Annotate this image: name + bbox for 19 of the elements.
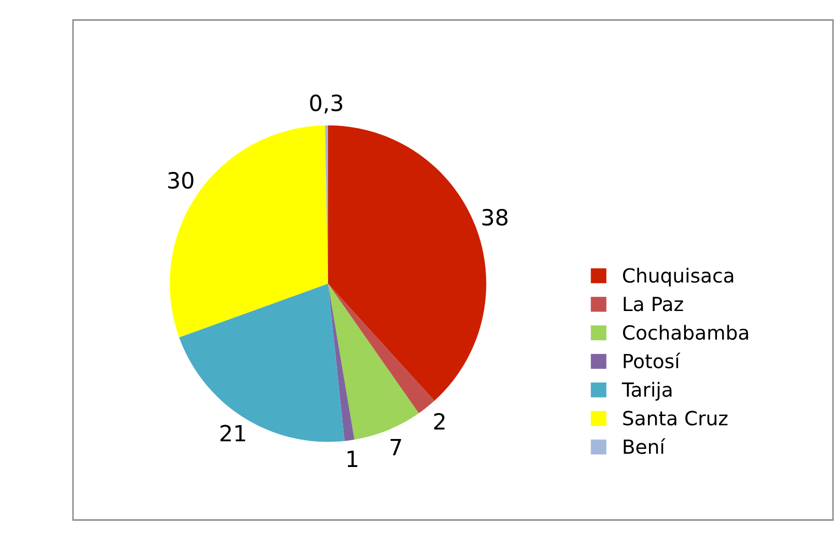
data-label: 0,3: [310, 94, 342, 114]
legend-label: La Paz: [624, 296, 683, 312]
data-label: 2: [434, 413, 444, 430]
pie-slice: [170, 125, 328, 338]
legend-label: Bení: [624, 438, 666, 454]
data-label: 30: [168, 172, 194, 189]
data-label: 38: [482, 208, 508, 226]
legend-label: Chuquisaca: [623, 268, 734, 287]
pie-slice: [328, 284, 434, 414]
legend-label: Tarija: [622, 382, 672, 401]
pie-slice: [328, 284, 419, 440]
pie-slice: [179, 284, 345, 442]
pie-slice: [328, 284, 354, 442]
legend-label: Cochabamba: [623, 324, 748, 340]
legend-label: Santa Cruz: [623, 410, 728, 426]
data-label: 21: [220, 424, 246, 442]
data-label: 7: [390, 439, 402, 456]
data-label: 1: [348, 450, 358, 467]
legend-label: Potosí: [624, 352, 680, 368]
